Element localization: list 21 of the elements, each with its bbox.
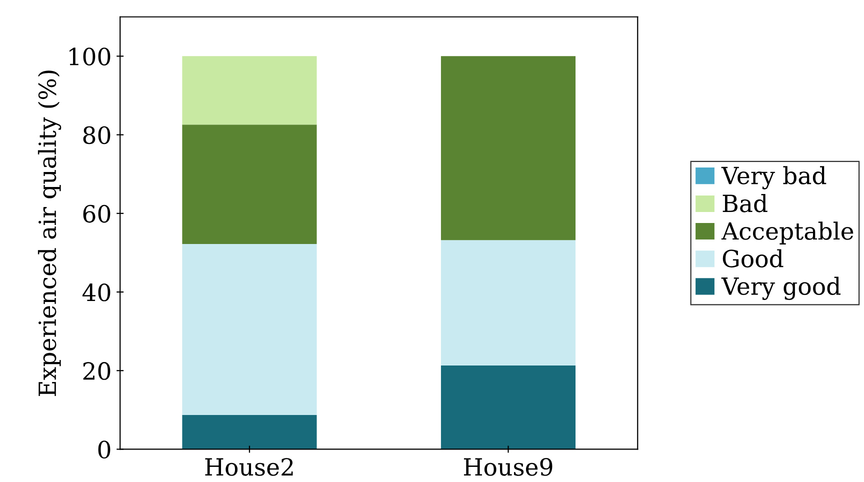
bar [440,366,576,450]
y-tick-label: 0 [98,440,110,459]
legend-label: Very bad [721,166,826,190]
y-axis-title: Experienced air quality (%) [38,70,62,396]
bar [182,244,317,416]
legend-label: Very good [721,276,840,300]
bar [182,56,317,125]
legend-label: Bad [722,194,768,212]
bar [182,124,317,244]
x-tick-label: House9 [464,458,552,476]
bar [440,56,576,240]
x-tick-label: House2 [205,458,293,476]
y-tick-label: 40 [82,283,110,302]
bar [182,415,317,450]
y-tick-label: 80 [83,126,110,144]
bar [440,240,576,366]
y-tick-label: 60 [83,204,110,223]
y-tick-label: 100 [70,48,110,66]
legend-label: Acceptable [721,222,854,244]
legend-label: Good [722,249,784,268]
y-tick-label: 20 [83,362,110,380]
